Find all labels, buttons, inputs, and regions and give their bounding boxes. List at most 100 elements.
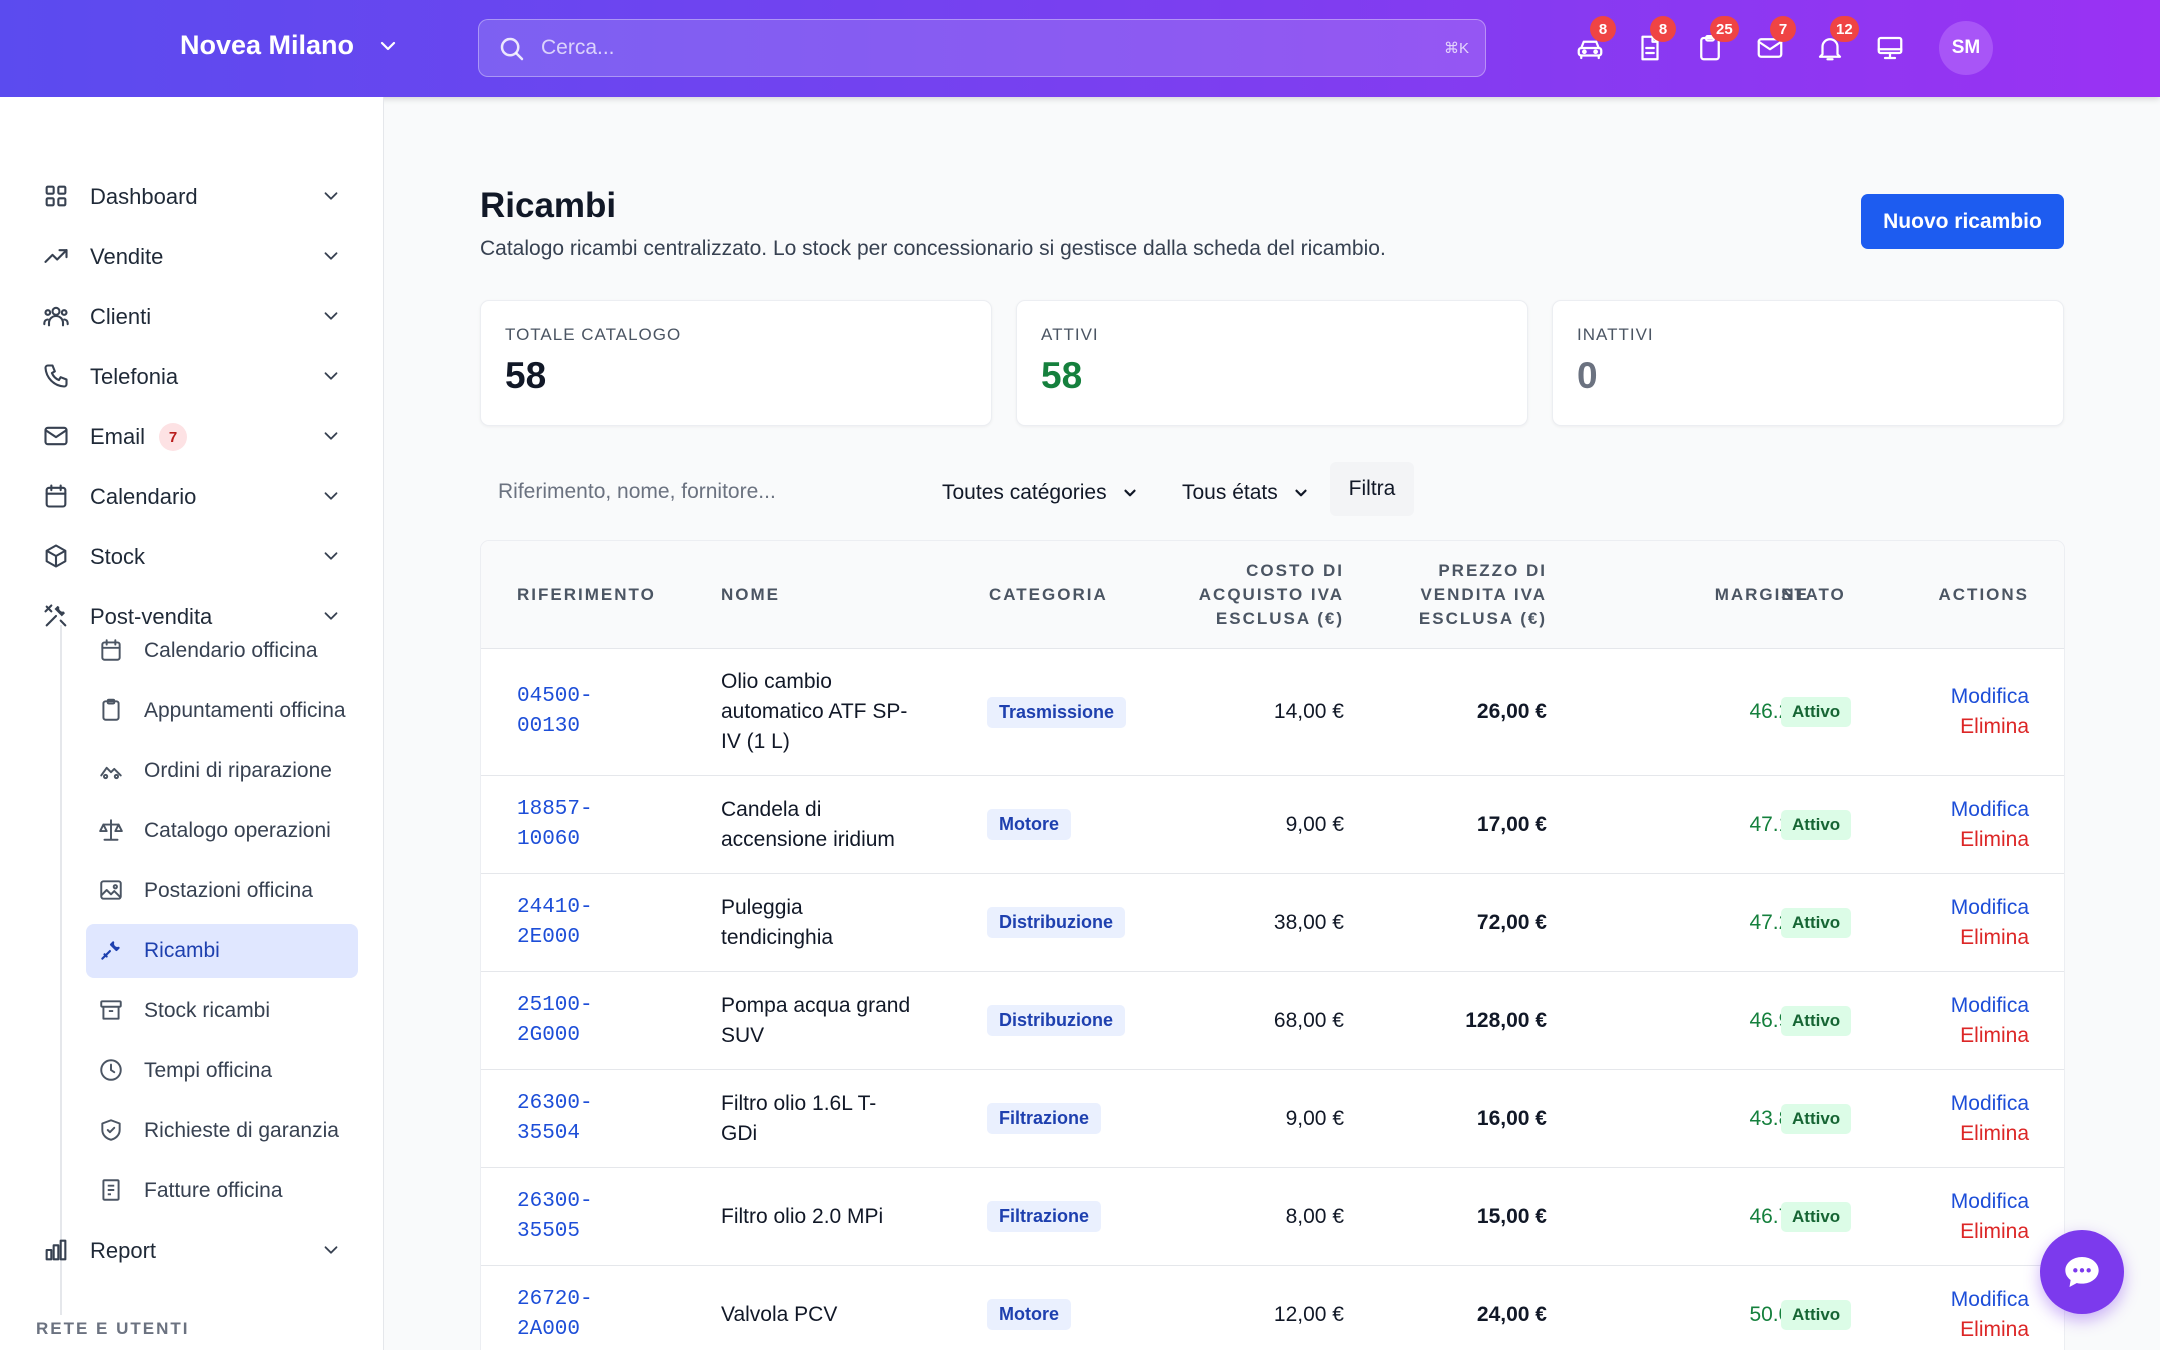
part-ref-link[interactable]: 18857- 10060: [517, 795, 593, 855]
edit-link[interactable]: Modifica: [1950, 895, 2029, 919]
chevron-down-icon: [324, 1246, 338, 1254]
cell-price: 24,00 €: [1476, 1302, 1547, 1326]
edit-link[interactable]: Modifica: [1950, 993, 2029, 1017]
ref-line: 2G000: [517, 1023, 581, 1047]
part-ref-link[interactable]: 26300- 35504: [517, 1089, 593, 1149]
delete-link[interactable]: Elimina: [1960, 1121, 2029, 1145]
sidebar-item-calendario[interactable]: Calendario: [30, 471, 352, 523]
table-row: 18857- 10060 Candela di accensione iridium M…: [481, 776, 2064, 874]
column-header-margin[interactable]: MARGINE: [1714, 585, 1809, 604]
delete-link[interactable]: Elimina: [1960, 1317, 2029, 1341]
global-search[interactable]: ⌘K: [478, 19, 1486, 77]
sidebar-item-richieste-garanzia[interactable]: Richieste di garanzia: [86, 1104, 358, 1158]
delete-link[interactable]: Elimina: [1960, 1023, 2029, 1047]
category-select[interactable]: Toutes catégories: [942, 475, 1139, 511]
notification-badge: 12: [1830, 16, 1859, 42]
edit-link[interactable]: Modifica: [1950, 1287, 2029, 1311]
sidebar-item-ordini-riparazione[interactable]: Ordini di riparazione: [86, 744, 358, 798]
delete-link[interactable]: Elimina: [1960, 827, 2029, 851]
sidebar-item-label: Appuntamenti officina: [144, 699, 346, 722]
chat-button[interactable]: [2040, 1230, 2124, 1314]
name-line: IV (1 L): [721, 730, 790, 753]
sidebar-item-postazioni-officina[interactable]: Postazioni officina: [86, 864, 358, 918]
part-ref-link[interactable]: 26300- 35505: [517, 1187, 593, 1247]
column-header-cost[interactable]: COSTO DI ACQUISTO IVA ESCLUSA (€): [1181, 541, 1344, 649]
state-select[interactable]: Tous états: [1182, 475, 1310, 511]
sidebar-item-report[interactable]: Report: [30, 1225, 352, 1277]
sidebar-item-telefonia[interactable]: Telefonia: [30, 351, 352, 403]
car-repair-icon: [100, 766, 122, 780]
sidebar-item-stock-ricambi[interactable]: Stock ricambi: [86, 984, 358, 1038]
header-line: ESCLUSA (€): [1418, 609, 1547, 628]
delete-link[interactable]: Elimina: [1960, 925, 2029, 949]
category-select-value: Toutes catégories: [942, 481, 1107, 504]
invoice-icon: [102, 1179, 120, 1201]
category-badge: Trasmissione: [987, 696, 1127, 728]
sidebar-item-appuntamenti-officina[interactable]: Appuntamenti officina: [86, 684, 358, 738]
sidebar-item-clienti[interactable]: Clienti: [30, 291, 352, 343]
stat-card-total: TOTALE CATALOGO 58: [480, 300, 992, 426]
cell-margin: 43.8%: [1749, 1106, 1809, 1130]
column-header-price[interactable]: PREZZO DI VENDITA IVA ESCLUSA (€): [1381, 541, 1547, 649]
sidebar-item-catalogo-operazioni[interactable]: Catalogo operazioni: [86, 804, 358, 858]
sidebar-item-tempi-officina[interactable]: Tempi officina: [86, 1044, 358, 1098]
document-icon: [1641, 35, 1659, 61]
sidebar-item-email[interactable]: Email 7: [30, 411, 352, 463]
cell-cost: 38,00 €: [1273, 910, 1344, 934]
header-clipboard-button[interactable]: 25: [1692, 16, 1739, 66]
part-ref-link[interactable]: 24410- 2E000: [517, 893, 593, 953]
status-badge: Attivo: [1781, 1005, 1852, 1036]
sidebar-item-ricambi[interactable]: Ricambi: [86, 924, 358, 978]
cell-name: Valvola PCV: [721, 1266, 951, 1350]
cell-margin: 46.9%: [1749, 1008, 1809, 1032]
sidebar-item-label: Calendario officina: [144, 639, 318, 662]
header-bell-button[interactable]: 12: [1812, 16, 1859, 66]
cell-state: Attivo: [1781, 649, 1881, 775]
sidebar-item-calendario-officina[interactable]: Calendario officina: [86, 624, 358, 678]
cell-name: Pompa acqua grand SUV: [721, 972, 951, 1069]
clock-icon: [100, 1059, 122, 1081]
stat-card-active: ATTIVI 58: [1016, 300, 1528, 426]
sidebar-item-label: Fatture officina: [144, 1179, 283, 1202]
delete-link[interactable]: Elimina: [1960, 1219, 2029, 1243]
part-ref-link[interactable]: 04500- 00130: [517, 682, 593, 742]
cell-price: 16,00 €: [1476, 1106, 1547, 1130]
filter-button[interactable]: Filtra: [1330, 462, 1414, 516]
archive-icon: [100, 1000, 122, 1020]
sidebar-item-label: Dashboard: [90, 184, 198, 209]
column-header-category[interactable]: CATEGORIA: [989, 585, 1108, 604]
edit-link[interactable]: Modifica: [1950, 1091, 2029, 1115]
edit-link[interactable]: Modifica: [1950, 797, 2029, 821]
edit-link[interactable]: Modifica: [1950, 685, 2029, 708]
header-document-button[interactable]: 8: [1632, 16, 1676, 66]
cell-state: Attivo: [1781, 874, 1881, 971]
sidebar-item-stock[interactable]: Stock: [30, 531, 352, 583]
mail-icon: [1757, 38, 1783, 58]
part-ref-link[interactable]: 25100- 2G000: [517, 991, 593, 1051]
header-mail-button[interactable]: 7: [1752, 16, 1796, 66]
brand-switcher[interactable]: Novea Milano: [180, 30, 400, 61]
sidebar-item-dashboard[interactable]: Dashboard: [30, 171, 352, 223]
sidebar-item-fatture-officina[interactable]: Fatture officina: [86, 1164, 358, 1218]
part-name: Valvola PCV: [721, 1300, 837, 1330]
name-line: automatico ATF SP-: [721, 700, 908, 723]
search-input[interactable]: [541, 20, 1401, 75]
part-ref-link[interactable]: 26720- 2A000: [517, 1285, 593, 1345]
delete-link[interactable]: Elimina: [1960, 715, 2029, 738]
chevron-down-icon: [1295, 489, 1307, 497]
header-monitor-button[interactable]: [1872, 30, 1908, 66]
cell-name: Candela di accensione iridium: [721, 776, 951, 873]
sidebar-item-label: Stock ricambi: [144, 999, 271, 1022]
header-car-button[interactable]: 8: [1572, 16, 1616, 66]
status-badge: Attivo: [1781, 697, 1852, 727]
column-header-ref[interactable]: RIFERIMENTO: [517, 585, 656, 604]
column-header-name[interactable]: NOME: [721, 585, 780, 604]
sidebar-item-vendite[interactable]: Vendite: [30, 231, 352, 283]
new-part-button[interactable]: Nuovo ricambio: [1861, 194, 2064, 249]
edit-link[interactable]: Modifica: [1950, 1189, 2029, 1213]
header-line: ACQUISTO IVA: [1198, 585, 1344, 604]
avatar[interactable]: SM: [1939, 21, 1993, 75]
column-header-state[interactable]: STATO: [1781, 585, 1846, 604]
parts-search-input[interactable]: [480, 465, 900, 519]
sidebar-item-post-vendita[interactable]: Post-vendita: [30, 591, 352, 643]
